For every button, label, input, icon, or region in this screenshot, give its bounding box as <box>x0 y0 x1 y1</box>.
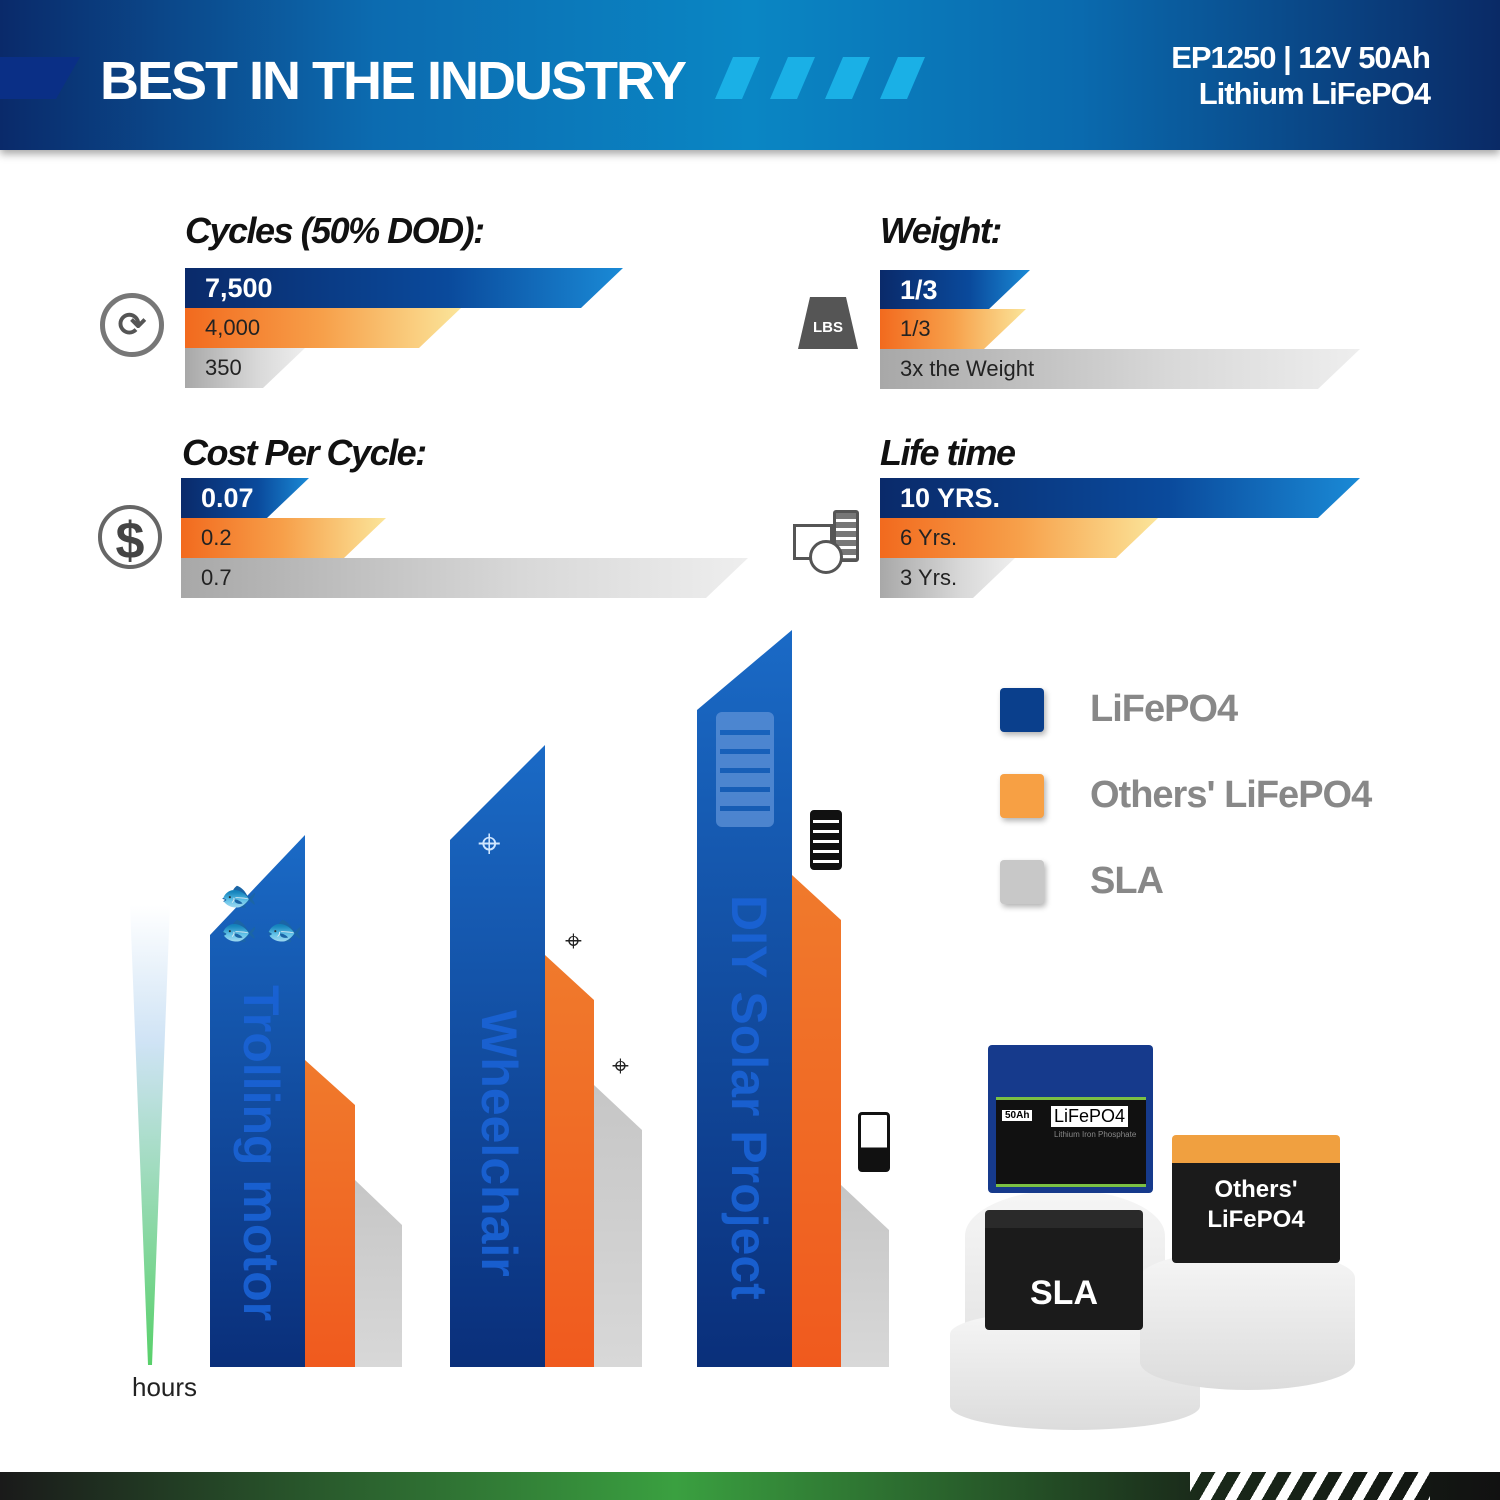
legend-label-sla: SLA <box>1090 860 1164 902</box>
header-flag-shape <box>0 57 80 99</box>
solar-sla-column <box>841 1185 889 1367</box>
legend-swatch-sla <box>1000 860 1044 904</box>
wheelchair-others-column <box>545 955 594 1367</box>
map-pin-icon: ⌖ <box>565 925 582 958</box>
cost-title: Cost Per Cycle: <box>182 432 427 473</box>
lifepo4-battery-image: 50Ah LiFePO4 Lithium Iron Phosphate <box>988 1045 1153 1193</box>
life-bar-sla: 3 Yrs. <box>880 558 1015 598</box>
wheelchair-sla-column <box>594 1085 642 1367</box>
battery-full-icon <box>716 712 774 827</box>
wheelchair-label: Wheelchair <box>471 1010 527 1277</box>
life-bar-lifepo4: 10 YRS. <box>880 478 1360 518</box>
lifetime-title: Life time <box>880 432 1016 473</box>
cost-bar-sla: 0.7 <box>181 558 748 598</box>
weight-lbs-icon: LBS <box>798 297 858 349</box>
trolling-others-column <box>305 1060 355 1367</box>
chemistry-line: Lithium LiFePO4 <box>1198 76 1431 111</box>
battery-low-icon <box>858 1112 890 1172</box>
footer-hatch-decoration <box>1190 1472 1430 1500</box>
battery-full-icon <box>810 810 842 870</box>
legend-label-others: Others' LiFePO4 <box>1090 774 1372 816</box>
cycle-icon: ⟳ <box>100 293 164 357</box>
stripe-decoration <box>770 57 815 99</box>
pedestal <box>1140 1250 1355 1390</box>
others-battery-image: Others' LiFePO4 <box>1172 1135 1340 1263</box>
sla-battery-image: SLA <box>985 1210 1143 1330</box>
cycles-title: Cycles (50% DOD): <box>185 210 485 251</box>
battery-sub-label: Lithium Iron Phosphate <box>1054 1130 1137 1139</box>
battery-capacity-label: 50Ah <box>1002 1110 1033 1121</box>
calendar-clock-icon <box>793 510 863 575</box>
hours-axis-arrow <box>130 905 170 1365</box>
cycles-bar-lifepo4: 7,500 <box>185 268 623 308</box>
header-banner: BEST IN THE INDUSTRY EP1250 | 12V 50Ah L… <box>0 0 1500 150</box>
hours-label: hours <box>132 1372 198 1402</box>
fish-icon: 🐟 🐟 🐟 <box>220 880 304 947</box>
weight-bar-sla: 3x the Weight <box>880 349 1360 389</box>
life-bar-others: 6 Yrs. <box>880 518 1158 558</box>
stripe-decoration <box>715 57 760 99</box>
legend-swatch-lifepo4 <box>1000 688 1044 732</box>
cycles-bar-sla: 350 <box>185 348 305 388</box>
stripe-decoration <box>880 57 925 99</box>
weight-bar-others: 1/3 <box>880 309 1026 349</box>
battery-name-label: LiFePO4 <box>1051 1106 1129 1127</box>
dollar-icon: $ <box>98 505 162 570</box>
cost-bar-lifepo4: 0.07 <box>181 478 309 518</box>
trolling-motor-label: Trolling motor <box>233 985 289 1322</box>
stripe-decoration <box>825 57 870 99</box>
cost-bar-others: 0.2 <box>181 518 386 558</box>
page-title: BEST IN THE INDUSTRY <box>100 51 687 111</box>
weight-bar-lifepo4: 1/3 <box>880 270 1030 310</box>
legend-label-lifepo4: LiFePO4 <box>1090 688 1238 730</box>
trolling-sla-column <box>355 1180 402 1367</box>
cycles-bar-others: 4,000 <box>185 308 461 348</box>
map-pin-icon: ⌖ <box>612 1050 629 1083</box>
model-line: EP1250 | 12V 50Ah <box>1171 40 1431 75</box>
diy-solar-label: DIY Solar Project <box>721 895 777 1300</box>
weight-title: Weight: <box>880 210 1002 251</box>
wheelchair-lifepo4-column <box>450 745 545 1367</box>
solar-others-column <box>792 875 841 1367</box>
clock-icon <box>809 540 843 574</box>
legend-swatch-others <box>1000 774 1044 818</box>
map-pin-icon: ⌖ <box>478 822 501 866</box>
product-spec: EP1250 | 12V 50Ah Lithium LiFePO4 <box>1171 40 1431 112</box>
trolling-lifepo4-column <box>210 835 305 1367</box>
